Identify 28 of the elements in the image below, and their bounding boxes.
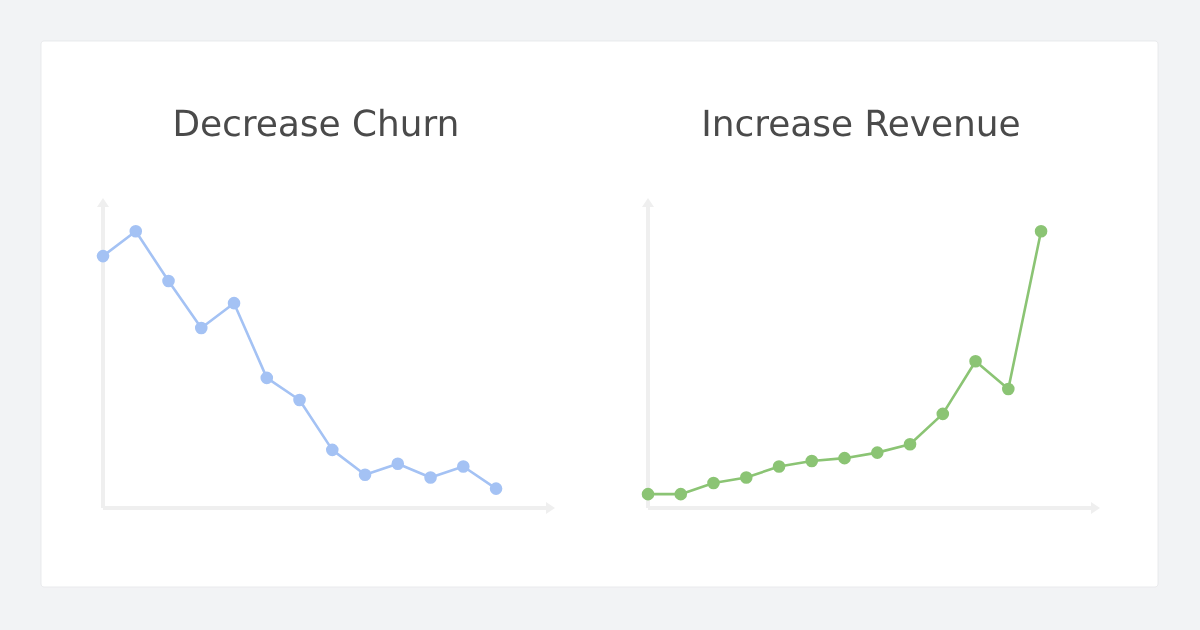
- point: [641, 487, 655, 501]
- point: [1034, 224, 1048, 238]
- point: [260, 371, 274, 385]
- point: [293, 393, 306, 407]
- point: [772, 460, 786, 473]
- point: [391, 457, 405, 470]
- point: [358, 468, 372, 482]
- point: [969, 354, 982, 368]
- point: [96, 249, 110, 263]
- point: [838, 451, 851, 465]
- point: [162, 274, 175, 288]
- chart-title: Decrease Churn: [175, 108, 457, 137]
- point: [1002, 382, 1015, 396]
- point: [129, 224, 143, 238]
- point: [903, 438, 917, 451]
- chart-title: Increase Revenue: [704, 109, 1019, 137]
- point: [674, 487, 688, 501]
- point: [870, 446, 884, 459]
- point: [424, 471, 437, 484]
- point: [227, 296, 241, 310]
- point: [325, 443, 339, 457]
- point: [457, 460, 470, 473]
- point: [936, 407, 950, 421]
- point: [194, 321, 208, 335]
- point: [805, 454, 819, 468]
- point: [707, 476, 720, 490]
- point: [739, 471, 753, 484]
- point: [489, 482, 503, 495]
